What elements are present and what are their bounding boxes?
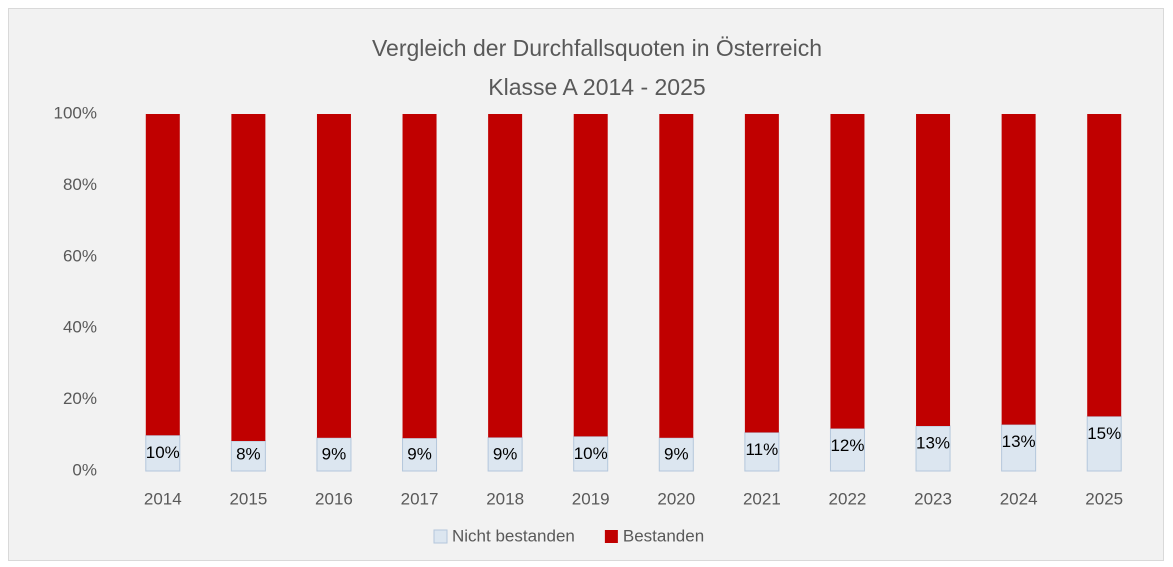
x-tick-label: 2018 [486,489,524,508]
bar-segment [573,114,608,437]
chart-subtitle: Klasse A 2014 - 2025 [488,74,705,100]
bar-segment [1087,114,1122,417]
bar-segment [573,435,609,472]
x-tick-label: 2014 [144,489,182,508]
data-label: 11% [745,440,778,459]
bar-segment [1001,424,1037,472]
data-label: 10% [146,443,180,462]
y-tick-label: 100% [54,103,97,122]
x-tick-label: 2021 [743,489,781,508]
bar-segment [316,114,351,438]
data-label: 10% [574,444,608,463]
data-label: 13% [1002,432,1036,451]
chart-title: Vergleich der Durchfallsquoten in Österr… [372,35,822,61]
bar-segment [488,114,523,438]
y-tick-label: 60% [63,246,97,265]
y-tick-label: 40% [63,318,97,337]
y-tick-label: 80% [63,175,97,194]
bar-segment [916,114,951,427]
bar-segment [659,114,694,438]
bar-segment [829,428,865,472]
bar-segment [1086,415,1122,472]
bar-segment [915,425,951,472]
x-tick-label: 2016 [315,489,353,508]
bar-segment [402,437,438,472]
x-tick-label: 2015 [229,489,267,508]
data-label: 9% [664,444,689,463]
bar-segment [145,114,180,436]
x-tick-label: 2022 [829,489,867,508]
legend-swatch [604,530,618,543]
x-tick-label: 2019 [572,489,610,508]
bar-segment [231,114,266,442]
legend-swatch [433,529,448,544]
x-tick-label: 2025 [1085,489,1123,508]
data-label: 15% [1087,424,1121,443]
bar-segment [744,431,780,472]
legend-label: Nicht bestanden [452,526,575,545]
x-tick-label: 2017 [401,489,439,508]
x-tick-label: 2023 [914,489,952,508]
data-label: 9% [322,444,347,463]
bar-segment [658,437,694,472]
bar-segment [830,114,865,429]
data-label: 13% [916,434,950,453]
bar-segment [402,114,437,439]
bar-segment [316,437,352,472]
bar-segment [145,434,181,472]
data-label: 12% [830,436,864,455]
x-tick-label: 2024 [1000,489,1038,508]
x-tick-label: 2020 [657,489,695,508]
bar-segment [1001,114,1036,425]
data-label: 9% [493,444,518,463]
y-tick-label: 20% [63,389,97,408]
bar-segment [487,436,523,472]
data-label: 9% [407,444,432,463]
data-label: 8% [236,444,261,463]
legend-label: Bestanden [623,526,704,545]
bar-segment [744,114,779,433]
y-tick-label: 0% [72,460,97,479]
